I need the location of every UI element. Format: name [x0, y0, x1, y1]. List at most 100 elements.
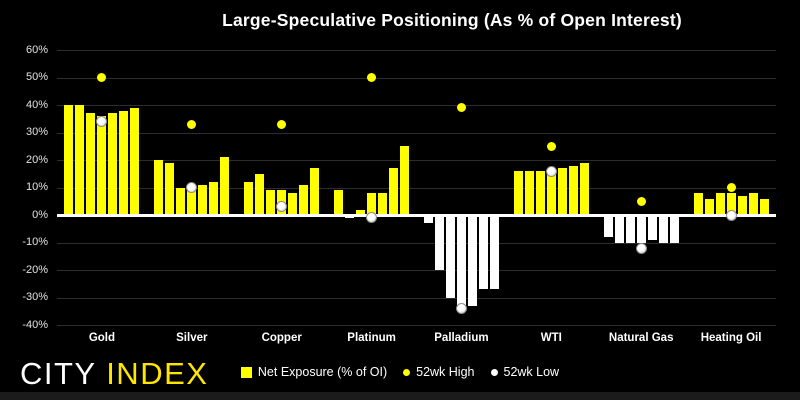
net-exposure-bar: [187, 184, 197, 215]
logo-city-text: CITY: [20, 356, 97, 391]
y-tick-label: -10%: [22, 236, 48, 248]
net-exposure-bar: [737, 195, 747, 215]
low-52wk-dot: [366, 212, 378, 224]
net-exposure-bar: [603, 215, 613, 237]
net-exposure-bar: [625, 215, 635, 243]
high-52wk-dot: [187, 119, 197, 129]
low-52wk-dot: [545, 165, 557, 177]
y-tick-label: -30%: [22, 291, 48, 303]
net-exposure-bar: [299, 184, 309, 215]
net-exposure-bar: [478, 215, 488, 290]
net-exposure-bar: [209, 182, 219, 215]
category-label: WTI: [540, 332, 562, 344]
legend-item-52wk-high: 52wk High: [403, 365, 475, 379]
high-52wk-dot: [277, 119, 287, 129]
y-tick-label: -40%: [22, 318, 48, 331]
net-exposure-bar: [400, 146, 410, 215]
category-label: Palladium: [434, 332, 489, 344]
net-exposure-bar: [467, 215, 477, 306]
net-exposure-bar: [434, 215, 444, 270]
net-exposure-swatch-icon: [240, 366, 252, 378]
net-exposure-bar: [255, 173, 265, 215]
net-exposure-bar: [759, 198, 769, 215]
city-index-logo: CITY INDEX: [20, 356, 208, 392]
y-tick-label: 10%: [25, 181, 48, 193]
gridline: [57, 160, 776, 161]
net-exposure-bar: [445, 215, 455, 298]
net-exposure-bar: [704, 198, 714, 215]
net-exposure-bar: [86, 113, 96, 215]
low-52wk-dot: [635, 242, 647, 254]
net-exposure-bar: [220, 157, 230, 215]
net-exposure-bar: [154, 160, 164, 215]
y-tick-label: 30%: [25, 126, 48, 138]
category-label: Heating Oil: [700, 332, 762, 344]
legend-label-net-exposure: Net Exposure (% of OI): [257, 365, 388, 379]
net-exposure-bar: [165, 162, 175, 215]
net-exposure-bar: [367, 193, 377, 215]
legend-item-net-exposure: Net Exposure (% of OI): [240, 365, 388, 379]
net-exposure-bar: [546, 171, 556, 215]
low-52wk-dot: [276, 201, 288, 213]
gridline: [57, 50, 776, 51]
category-label: Natural Gas: [608, 332, 674, 344]
y-tick-label: 40%: [25, 98, 48, 111]
low-52wk-dot: [186, 182, 198, 193]
y-tick-label: 20%: [25, 153, 48, 166]
logo-index-text: INDEX: [106, 356, 209, 391]
net-exposure-bar: [423, 215, 433, 224]
net-exposure-bar: [636, 215, 646, 243]
high-52wk-dot: [726, 183, 736, 192]
gridline: [57, 77, 776, 79]
net-exposure-bar: [693, 193, 703, 215]
high-dot-swatch-icon: [403, 368, 411, 376]
net-exposure-bar: [176, 187, 186, 215]
legend-item-52wk-low: 52wk Low: [490, 365, 560, 379]
net-exposure-bar: [378, 193, 388, 215]
net-exposure-bar: [557, 168, 567, 215]
chart-title: Large-Speculative Positioning (As % of O…: [222, 10, 682, 30]
low-52wk-dot: [725, 209, 737, 221]
net-exposure-bar: [334, 190, 344, 215]
net-exposure-bar: [64, 105, 74, 215]
high-52wk-dot: [546, 141, 556, 151]
net-exposure-bar: [614, 215, 624, 243]
high-52wk-dot: [636, 196, 646, 206]
net-exposure-bar: [356, 209, 366, 215]
zero-axis-line: [57, 213, 776, 217]
category-label: Platinum: [347, 332, 396, 344]
net-exposure-bar: [75, 105, 85, 215]
low-dot-swatch-icon: [490, 368, 498, 376]
net-exposure-bar: [130, 107, 140, 215]
low-52wk-dot: [455, 303, 467, 314]
net-exposure-bar: [658, 215, 668, 243]
low-52wk-dot: [96, 116, 108, 127]
gridline: [57, 132, 776, 134]
net-exposure-bar: [288, 193, 298, 215]
category-label: Silver: [176, 332, 208, 344]
y-tick-label: 0%: [32, 208, 48, 221]
net-exposure-bar: [579, 162, 589, 215]
gridline: [57, 105, 776, 106]
net-exposure-bar: [489, 215, 499, 290]
net-exposure-bar: [119, 110, 129, 215]
net-exposure-bar: [389, 168, 399, 215]
gridline: [57, 297, 776, 299]
net-exposure-bar: [669, 215, 679, 243]
net-exposure-bar: [456, 215, 466, 309]
legend-label-52wk-high: 52wk High: [416, 365, 475, 379]
gridline: [57, 242, 776, 244]
high-52wk-dot: [367, 73, 377, 82]
net-exposure-bar: [244, 182, 254, 215]
net-exposure-bar: [748, 193, 758, 215]
category-label: Gold: [88, 332, 116, 344]
net-exposure-bar: [97, 116, 107, 215]
net-exposure-bar: [108, 113, 118, 215]
net-exposure-bar: [513, 171, 523, 215]
legend: Net Exposure (% of OI) 52wk High 52wk Lo…: [0, 365, 800, 379]
y-tick-label: 50%: [25, 71, 48, 83]
net-exposure-bar: [715, 193, 725, 215]
net-exposure-bar: [726, 193, 736, 215]
legend-label-52wk-low: 52wk Low: [503, 365, 560, 379]
